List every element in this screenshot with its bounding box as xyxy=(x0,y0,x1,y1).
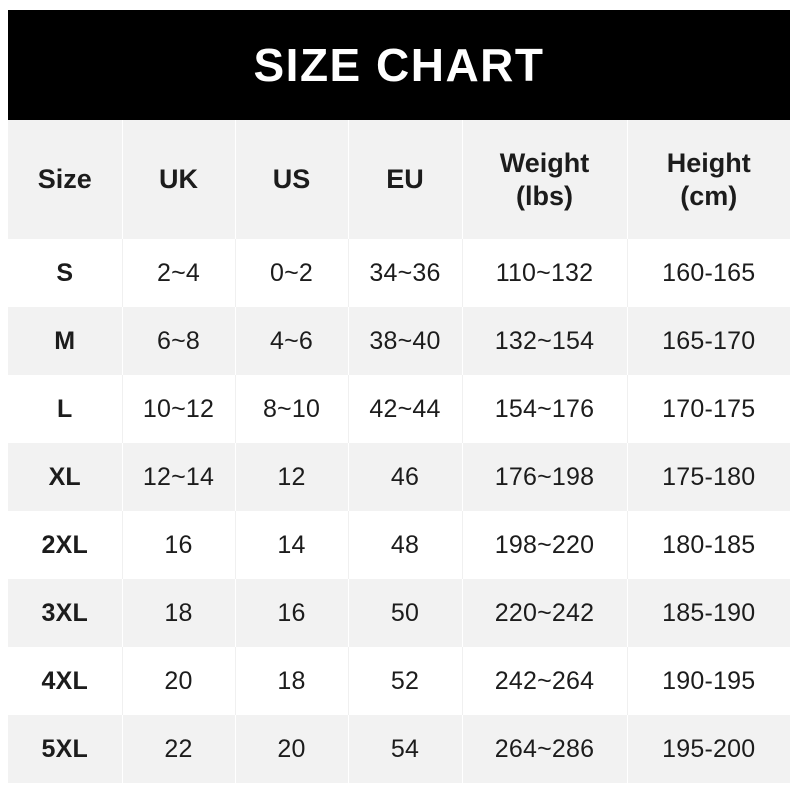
column-header-us-label: US xyxy=(272,164,311,195)
cell-weight: 110~132 xyxy=(462,239,628,307)
table-row: S 2~4 0~2 34~36 110~132 160-165 xyxy=(8,239,790,307)
cell-uk: 12~14 xyxy=(122,443,236,511)
cell-weight: 242~264 xyxy=(462,647,628,715)
cell-weight: 220~242 xyxy=(462,579,628,647)
column-header-size: Size xyxy=(8,120,123,239)
cell-us: 14 xyxy=(235,511,349,579)
cell-height: 190-195 xyxy=(627,647,790,715)
cell-us: 0~2 xyxy=(235,239,349,307)
column-header-us: US xyxy=(235,120,349,239)
column-header-height-unit: (cm) xyxy=(680,180,738,211)
column-header-weight: Weight (lbs) xyxy=(462,120,628,239)
cell-height: 160-165 xyxy=(627,239,790,307)
cell-size: 2XL xyxy=(8,511,123,579)
size-chart-table: Size UK US EU Weight (lbs) Height (cm) xyxy=(8,120,790,783)
cell-eu: 34~36 xyxy=(348,239,463,307)
cell-uk: 10~12 xyxy=(122,375,236,443)
cell-size: M xyxy=(8,307,123,375)
header-row: Size UK US EU Weight (lbs) Height (cm) xyxy=(8,120,790,239)
page-title: SIZE CHART xyxy=(253,39,545,91)
column-header-weight-label: Weight xyxy=(499,147,590,178)
title-banner: SIZE CHART xyxy=(8,10,790,120)
column-header-eu-label: EU xyxy=(386,164,424,195)
table-row: 5XL 22 20 54 264~286 195-200 xyxy=(8,715,790,783)
cell-height: 195-200 xyxy=(627,715,790,783)
column-header-height-label: Height xyxy=(666,147,751,178)
cell-eu: 54 xyxy=(348,715,463,783)
column-header-eu: EU xyxy=(348,120,463,239)
table-row: 3XL 18 16 50 220~242 185-190 xyxy=(8,579,790,647)
cell-uk: 18 xyxy=(122,579,236,647)
cell-eu: 42~44 xyxy=(348,375,463,443)
table-row: M 6~8 4~6 38~40 132~154 165-170 xyxy=(8,307,790,375)
cell-eu: 48 xyxy=(348,511,463,579)
cell-weight: 176~198 xyxy=(462,443,628,511)
cell-size: S xyxy=(8,239,123,307)
table-body: S 2~4 0~2 34~36 110~132 160-165 M 6~8 4~6 38~40 13… xyxy=(8,239,790,783)
cell-height: 170-175 xyxy=(627,375,790,443)
cell-size: XL xyxy=(8,443,123,511)
cell-uk: 2~4 xyxy=(122,239,236,307)
table-row: XL 12~14 12 46 176~198 175-180 xyxy=(8,443,790,511)
cell-height: 185-190 xyxy=(627,579,790,647)
cell-weight: 264~286 xyxy=(462,715,628,783)
cell-height: 180-185 xyxy=(627,511,790,579)
cell-uk: 22 xyxy=(122,715,236,783)
cell-us: 8~10 xyxy=(235,375,349,443)
cell-us: 12 xyxy=(235,443,349,511)
cell-size: 5XL xyxy=(8,715,123,783)
column-header-uk-label: UK xyxy=(159,164,198,195)
cell-us: 20 xyxy=(235,715,349,783)
cell-uk: 16 xyxy=(122,511,236,579)
cell-uk: 6~8 xyxy=(122,307,236,375)
cell-height: 175-180 xyxy=(627,443,790,511)
column-header-weight-unit: (lbs) xyxy=(516,180,573,211)
cell-size: L xyxy=(8,375,123,443)
cell-eu: 38~40 xyxy=(348,307,463,375)
table-row: L 10~12 8~10 42~44 154~176 170-175 xyxy=(8,375,790,443)
cell-size: 4XL xyxy=(8,647,123,715)
cell-height: 165-170 xyxy=(627,307,790,375)
table-header: Size UK US EU Weight (lbs) Height (cm) xyxy=(8,120,790,239)
cell-us: 18 xyxy=(235,647,349,715)
cell-eu: 50 xyxy=(348,579,463,647)
cell-weight: 198~220 xyxy=(462,511,628,579)
table-row: 4XL 20 18 52 242~264 190-195 xyxy=(8,647,790,715)
cell-weight: 154~176 xyxy=(462,375,628,443)
cell-size: 3XL xyxy=(8,579,123,647)
cell-us: 16 xyxy=(235,579,349,647)
cell-eu: 52 xyxy=(348,647,463,715)
column-header-uk: UK xyxy=(122,120,236,239)
cell-eu: 46 xyxy=(348,443,463,511)
column-header-size-label: Size xyxy=(37,164,92,195)
table-row: 2XL 16 14 48 198~220 180-185 xyxy=(8,511,790,579)
column-header-height: Height (cm) xyxy=(627,120,790,239)
cell-uk: 20 xyxy=(122,647,236,715)
cell-us: 4~6 xyxy=(235,307,349,375)
cell-weight: 132~154 xyxy=(462,307,628,375)
